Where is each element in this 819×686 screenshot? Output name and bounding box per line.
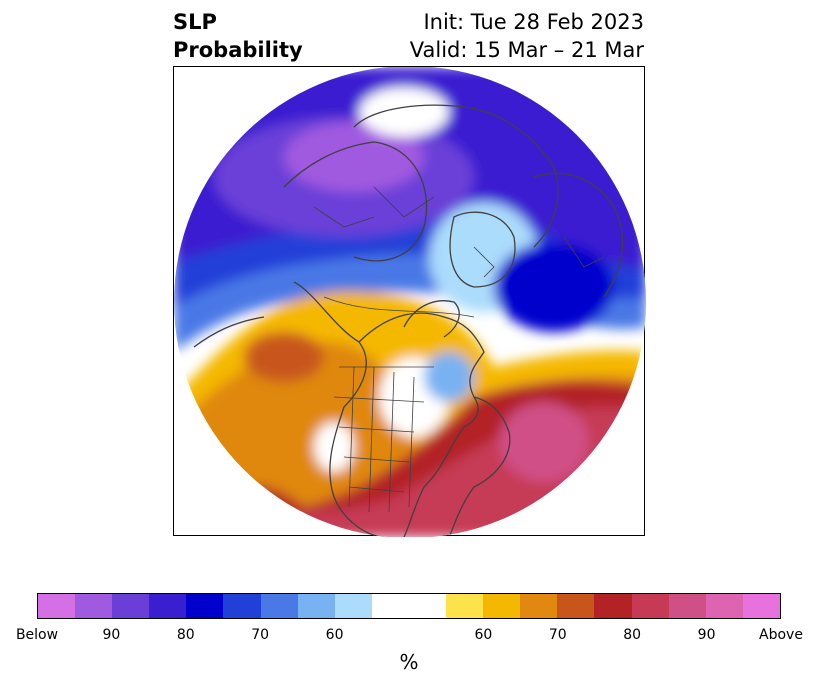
colorbar-segment [297,594,335,618]
colorbar-tick-label: 80 [176,627,195,643]
colorbar-segment [408,594,447,618]
colorbar [37,593,781,619]
colorbar-segment [186,594,224,618]
colorbar-segment [631,594,669,618]
valid-range: Valid: 15 Mar – 21 Mar [409,38,644,62]
variable-label: SLP [173,10,217,34]
colorbar-tick-label: 60 [325,627,344,643]
forecast-disc [174,67,646,537]
colorbar-tick-label: 90 [697,627,716,643]
colorbar-segment [742,594,780,618]
colorbar-segment [223,594,261,618]
map-frame [173,66,646,537]
colorbar-segment [520,594,558,618]
above-90-core [499,402,589,482]
probability-map [174,67,646,537]
init-date: Init: Tue 28 Feb 2023 [423,10,644,34]
colorbar-segment [334,594,372,618]
colorbar-unit: % [399,650,419,674]
colorbar-segment [483,594,521,618]
colorbar-tick-label: 70 [548,627,567,643]
colorbar-tick-label: Above [759,627,803,643]
colorbar-segment [594,594,632,618]
political-borders [313,186,605,513]
colorbar-tick-label: 60 [474,627,493,643]
colorbar-segment [371,594,409,618]
date-info: Init: Tue 28 Feb 2023 Valid: 15 Mar – 21… [410,8,644,64]
colorbar-tick-label: 90 [102,627,121,643]
colorbar-tick-label: 70 [251,627,270,643]
colorbar-segment [38,594,76,618]
colorbar-segment [446,594,484,618]
colorbar-tick-label: 80 [623,627,642,643]
colorbar-segment [668,594,706,618]
colorbar-segment [705,594,743,618]
colorbar-segment [75,594,113,618]
map-title: SLP Probability [173,8,303,64]
colorbar-segment [112,594,150,618]
colorbar-tick-label: Below [15,627,59,643]
colorbar-segment [149,594,187,618]
colorbar-segment [260,594,298,618]
colorbar-segment [557,594,595,618]
product-label: Probability [173,38,303,62]
